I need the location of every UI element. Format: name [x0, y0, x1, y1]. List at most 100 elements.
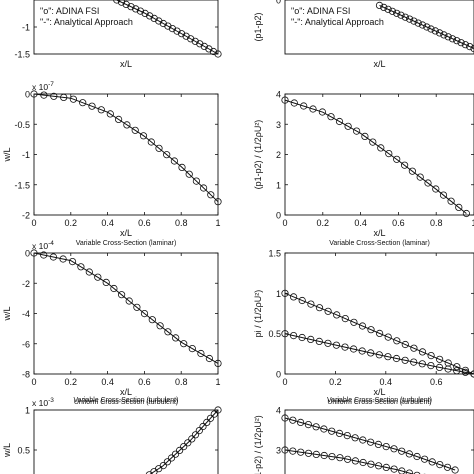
data-point: [385, 150, 393, 158]
data-point: [393, 337, 401, 345]
data-point: [214, 198, 222, 206]
data-point: [163, 151, 171, 159]
data-point: [207, 191, 215, 199]
data-point: [359, 436, 367, 444]
data-point: [106, 110, 114, 118]
data-point: [359, 458, 367, 467]
data-point: [125, 297, 133, 305]
data-point: [453, 37, 461, 45]
y-tick-label: 0: [276, 0, 281, 6]
y-tick-label: 0: [25, 90, 30, 100]
x-tick-label: 1: [215, 377, 220, 387]
data-point: [178, 30, 186, 38]
data-point: [343, 431, 351, 440]
data-point: [461, 368, 469, 376]
y-tick-label: 0: [276, 211, 281, 221]
series-group: [145, 406, 222, 474]
y-axis-label: (p1-p2) / (1/2ρU²): [253, 120, 263, 190]
series-line: [284, 417, 456, 471]
data-point: [180, 442, 188, 451]
data-point: [416, 173, 424, 181]
data-point: [118, 291, 126, 299]
data-point: [451, 466, 459, 474]
data-point: [447, 197, 455, 205]
x-tick-label: 0.6: [430, 377, 443, 387]
data-point: [156, 322, 164, 330]
data-point: [136, 7, 144, 15]
data-point: [400, 161, 409, 169]
data-point: [164, 22, 172, 30]
data-point: [203, 418, 211, 426]
data-point: [366, 438, 375, 446]
data-point: [315, 337, 323, 345]
data-point: [398, 447, 406, 455]
data-point: [133, 303, 141, 311]
data-point: [289, 331, 298, 340]
y-tick-label: 1: [276, 180, 281, 190]
y-tick-label: -1.5: [14, 50, 30, 60]
data-point: [418, 348, 427, 356]
data-point: [60, 93, 68, 102]
data-point: [209, 47, 217, 56]
y-tick-label: -1.5: [14, 180, 30, 190]
data-point: [332, 341, 340, 349]
data-point: [344, 122, 352, 130]
data-point: [384, 353, 392, 361]
data-point: [384, 5, 392, 13]
series-group: [281, 96, 470, 218]
data-point: [320, 451, 328, 460]
panel-title: Uniform Cross-Section (turbulent): [327, 399, 431, 406]
data-point: [462, 209, 470, 218]
data-point: [85, 268, 93, 276]
data-point: [298, 333, 306, 342]
data-point: [146, 12, 154, 20]
data-point: [336, 454, 344, 462]
data-point: [320, 425, 328, 433]
y-tick-label: 4: [276, 406, 281, 416]
data-point: [324, 339, 332, 347]
data-point: [343, 455, 352, 463]
data-point: [102, 278, 110, 286]
series-line: [149, 409, 219, 474]
data-point: [351, 434, 359, 442]
data-point: [200, 42, 208, 51]
data-point: [324, 307, 332, 315]
chart-panel-5: 0-2-4-6-80 0.2 0.4 0.6 0.8 1x 10-4x/LUniform …: [2, 240, 222, 406]
series-group: [281, 289, 474, 378]
data-point: [214, 406, 222, 414]
x-tick-label: 0.4: [101, 218, 114, 228]
data-point: [315, 304, 324, 312]
axis-exponent: x 10-4: [32, 240, 54, 251]
data-point: [281, 96, 289, 104]
data-point: [290, 99, 298, 107]
axes-frame: [33, 93, 219, 216]
data-point: [170, 157, 178, 165]
data-point: [192, 177, 200, 185]
data-point: [312, 450, 320, 458]
data-point: [300, 102, 308, 110]
x-tick-label: 0.4: [354, 218, 367, 228]
data-point: [367, 326, 375, 334]
data-point: [358, 347, 366, 355]
y-tick-label: -1: [22, 23, 30, 33]
data-point: [117, 0, 126, 6]
data-point: [390, 465, 398, 473]
series-group: [375, 1, 474, 53]
y-tick-label: 4: [276, 90, 281, 100]
data-point: [461, 366, 469, 374]
series-group: [30, 249, 222, 367]
data-point: [40, 251, 48, 259]
chart-panel-3: 0-0.5-1-1.5-20 0.2 0.4 0.6 0.8 1x 10-7x/LVari…: [2, 81, 222, 247]
data-point: [423, 23, 431, 31]
data-point: [289, 293, 298, 301]
legend-entry: "o": ADINA FSI: [40, 6, 99, 16]
panel-title: Variable Cross-Section (laminar): [76, 240, 177, 247]
y-tick-label: 1: [276, 289, 281, 299]
data-point: [145, 471, 153, 474]
data-point: [397, 11, 405, 19]
axes-frame: [284, 0, 474, 55]
y-axis-label: w/L: [2, 147, 12, 162]
data-point: [176, 446, 184, 454]
data-point: [392, 354, 401, 363]
y-tick-label: 0: [276, 370, 281, 380]
